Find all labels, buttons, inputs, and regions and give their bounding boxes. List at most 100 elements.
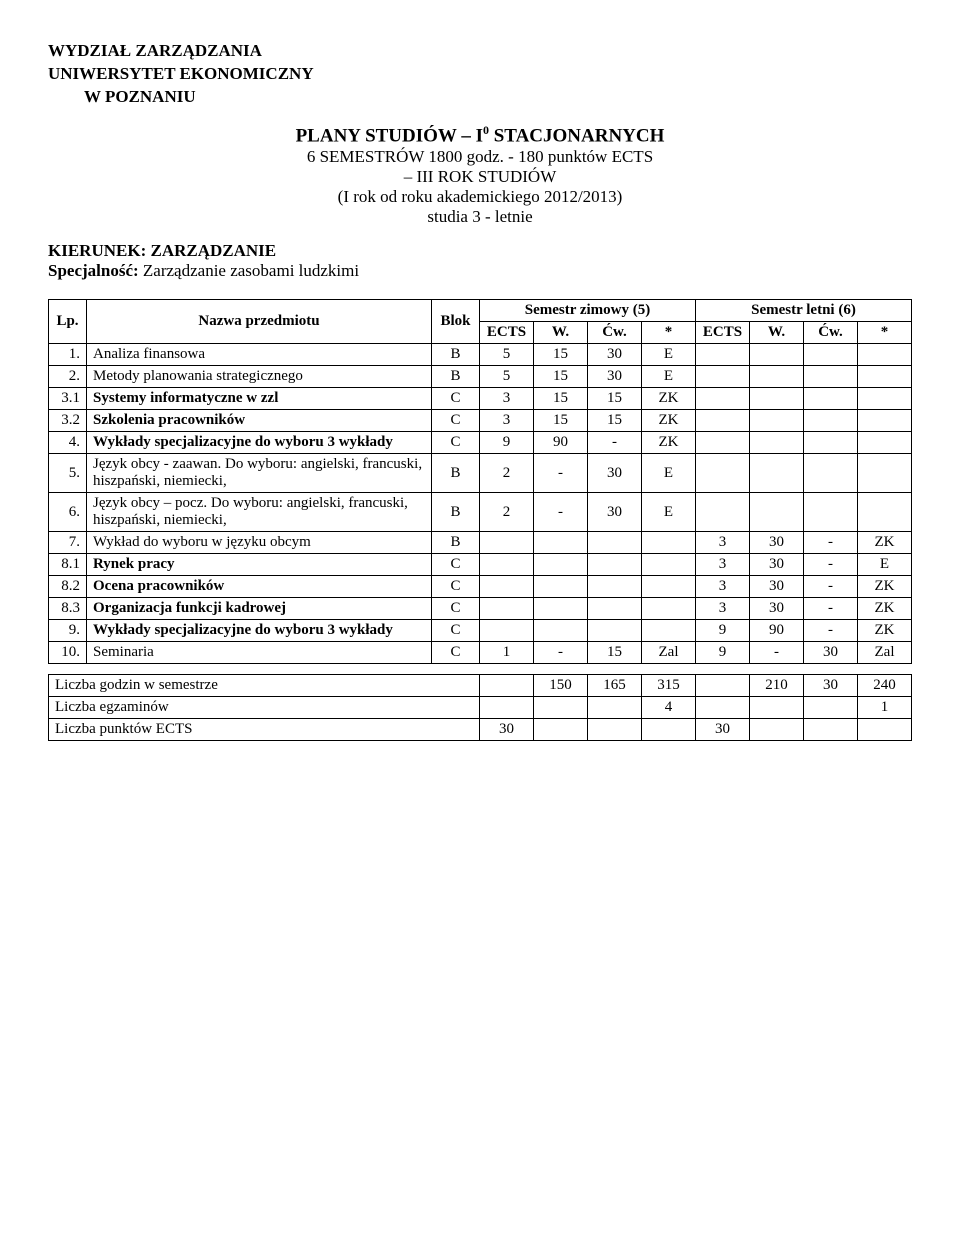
cell-value — [642, 576, 696, 598]
cell-value — [534, 576, 588, 598]
cell-value: - — [534, 454, 588, 493]
summary-value — [642, 719, 696, 741]
summary-value — [696, 697, 750, 719]
cell-value: 3 — [480, 410, 534, 432]
th-l-cw: Ćw. — [804, 322, 858, 344]
cell-value: Zal — [642, 642, 696, 664]
cell-value — [750, 366, 804, 388]
cell-value — [858, 388, 912, 410]
cell-name: Język obcy - zaawan. Do wyboru: angielsk… — [87, 454, 432, 493]
cell-value — [534, 532, 588, 554]
cell-value: - — [804, 576, 858, 598]
summary-value — [534, 697, 588, 719]
cell-value — [858, 493, 912, 532]
cell-lp: 3.2 — [49, 410, 87, 432]
cell-value — [804, 454, 858, 493]
cell-value — [480, 532, 534, 554]
cell-value: ZK — [858, 598, 912, 620]
cell-value: 30 — [804, 642, 858, 664]
cell-value: - — [588, 432, 642, 454]
cell-name: Seminaria — [87, 642, 432, 664]
cell-lp: 8.1 — [49, 554, 87, 576]
th-l-ects: ECTS — [696, 322, 750, 344]
summary-value: 30 — [696, 719, 750, 741]
cell-value: Zal — [858, 642, 912, 664]
cell-value: 15 — [588, 388, 642, 410]
cell-lp: 3.1 — [49, 388, 87, 410]
cell-value: E — [642, 493, 696, 532]
cell-lp: 8.3 — [49, 598, 87, 620]
summary-value — [480, 697, 534, 719]
center-line2: 6 SEMESTRÓW 1800 godz. - 180 punktów ECT… — [48, 147, 912, 167]
cell-blok: C — [432, 554, 480, 576]
cell-blok: C — [432, 388, 480, 410]
cell-name: Systemy informatyczne w zzl — [87, 388, 432, 410]
cell-value: 30 — [750, 532, 804, 554]
cell-value: E — [642, 366, 696, 388]
table-row: 8.3Organizacja funkcji kadrowejC330-ZK — [49, 598, 912, 620]
cell-value: 3 — [696, 576, 750, 598]
cell-value — [858, 344, 912, 366]
cell-value: 30 — [750, 576, 804, 598]
th-sem-letni: Semestr letni (6) — [696, 300, 912, 322]
cell-value: 15 — [534, 344, 588, 366]
cell-value — [696, 344, 750, 366]
cell-lp: 2. — [49, 366, 87, 388]
cell-value: 5 — [480, 344, 534, 366]
table-body: 1.Analiza finansowaB51530E2.Metody plano… — [49, 344, 912, 664]
summary-value: 150 — [534, 675, 588, 697]
cell-value — [750, 432, 804, 454]
cell-value: 15 — [588, 642, 642, 664]
cell-value: 5 — [480, 366, 534, 388]
cell-value: ZK — [858, 532, 912, 554]
cell-value — [858, 410, 912, 432]
cell-blok: C — [432, 410, 480, 432]
cell-value — [750, 344, 804, 366]
th-z-cw: Ćw. — [588, 322, 642, 344]
specjalnosc-row: Specjalność: Zarządzanie zasobami ludzki… — [48, 261, 912, 281]
th-lp: Lp. — [49, 300, 87, 344]
cell-value: - — [750, 642, 804, 664]
th-blok: Blok — [432, 300, 480, 344]
cell-value — [804, 344, 858, 366]
cell-value — [804, 410, 858, 432]
cell-value: - — [534, 642, 588, 664]
cell-name: Metody planowania strategicznego — [87, 366, 432, 388]
summary-value — [804, 697, 858, 719]
header-line2: UNIWERSYTET EKONOMICZNY — [48, 63, 912, 86]
cell-name: Wykłady specjalizacyjne do wyboru 3 wykł… — [87, 620, 432, 642]
summary-row: Liczba godzin w semestrze150165315210302… — [49, 675, 912, 697]
cell-lp: 9. — [49, 620, 87, 642]
summary-label: Liczba egzaminów — [49, 697, 480, 719]
cell-value: 30 — [588, 454, 642, 493]
cell-value: E — [858, 554, 912, 576]
summary-value — [696, 675, 750, 697]
cell-name: Rynek pracy — [87, 554, 432, 576]
cell-blok: C — [432, 576, 480, 598]
th-l-w: W. — [750, 322, 804, 344]
cell-value — [480, 576, 534, 598]
table-row: 8.2Ocena pracownikówC330-ZK — [49, 576, 912, 598]
summary-label: Liczba punktów ECTS — [49, 719, 480, 741]
table-row: 5.Język obcy - zaawan. Do wyboru: angiel… — [49, 454, 912, 493]
cell-value — [696, 493, 750, 532]
cell-value — [750, 410, 804, 432]
header-line3: W POZNANIU — [48, 86, 912, 109]
summary-value: 315 — [642, 675, 696, 697]
cell-value: 30 — [588, 366, 642, 388]
summary-value: 1 — [858, 697, 912, 719]
plan-title: PLANY STUDIÓW – I0 STACJONARNYCH — [48, 123, 912, 147]
table-row: 10.SeminariaC1-15Zal9-30Zal — [49, 642, 912, 664]
summary-value — [534, 719, 588, 741]
cell-value — [858, 366, 912, 388]
summary-value — [858, 719, 912, 741]
cell-value — [642, 620, 696, 642]
summary-value — [480, 675, 534, 697]
cell-value: 30 — [750, 554, 804, 576]
plan-title-after: STACJONARNYCH — [489, 125, 664, 146]
th-name: Nazwa przedmiotu — [87, 300, 432, 344]
cell-value — [696, 432, 750, 454]
cell-value — [588, 620, 642, 642]
cell-value — [534, 620, 588, 642]
cell-value — [858, 454, 912, 493]
